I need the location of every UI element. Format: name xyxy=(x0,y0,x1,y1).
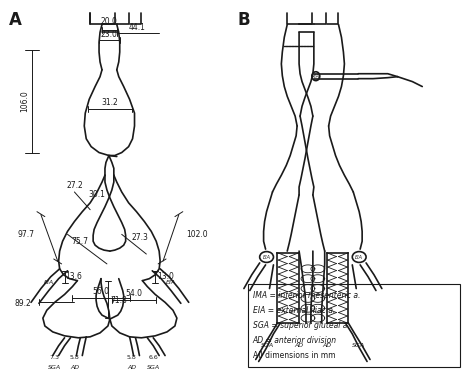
Text: 7.3: 7.3 xyxy=(50,355,60,360)
Text: AD: AD xyxy=(294,343,304,348)
Text: AD: AD xyxy=(127,365,136,370)
Text: 30.1: 30.1 xyxy=(89,190,106,200)
Text: AD = anterior division: AD = anterior division xyxy=(253,336,337,345)
Text: 44.1: 44.1 xyxy=(129,23,146,32)
Text: All dimensions in mm: All dimensions in mm xyxy=(253,351,335,359)
Text: 54.0: 54.0 xyxy=(125,290,142,298)
Text: B: B xyxy=(238,11,251,28)
Text: EIA: EIA xyxy=(166,280,176,285)
Text: AD: AD xyxy=(322,343,331,348)
Text: SGA = superior gluteal a.: SGA = superior gluteal a. xyxy=(253,321,349,330)
Text: 106.0: 106.0 xyxy=(21,90,30,112)
Text: EIA: EIA xyxy=(355,255,363,260)
Text: AD: AD xyxy=(70,365,79,370)
Text: EIA = external iliac a.: EIA = external iliac a. xyxy=(253,306,335,315)
Text: IMA = inferior mesenteric a.: IMA = inferior mesenteric a. xyxy=(253,291,360,301)
Text: 31.2: 31.2 xyxy=(101,98,118,107)
Text: EIA: EIA xyxy=(263,255,271,260)
Text: 6.6: 6.6 xyxy=(148,355,158,360)
Text: 75.7: 75.7 xyxy=(72,237,89,246)
Text: 27.2: 27.2 xyxy=(66,181,83,190)
Text: EIA: EIA xyxy=(44,280,54,285)
Text: 27.3: 27.3 xyxy=(131,233,148,242)
Text: 71.8: 71.8 xyxy=(110,296,127,305)
Text: 5.8: 5.8 xyxy=(127,355,137,360)
Text: 56.0: 56.0 xyxy=(92,287,109,296)
Text: A: A xyxy=(9,11,22,28)
Text: 5.8: 5.8 xyxy=(70,355,79,360)
Text: SGA: SGA xyxy=(352,343,365,348)
Text: 89.2: 89.2 xyxy=(14,299,31,308)
Text: 23.0: 23.0 xyxy=(101,30,118,39)
Text: 20.0: 20.0 xyxy=(101,17,118,27)
Text: IMA: IMA xyxy=(311,74,320,79)
Text: 97.7: 97.7 xyxy=(18,230,35,239)
Text: SGA: SGA xyxy=(48,365,61,370)
FancyBboxPatch shape xyxy=(248,283,460,367)
Text: SGA: SGA xyxy=(146,365,160,370)
Text: SGA: SGA xyxy=(261,343,274,348)
Text: 13.0: 13.0 xyxy=(157,272,174,281)
Text: 13.6: 13.6 xyxy=(65,272,82,281)
Text: 102.0: 102.0 xyxy=(186,230,208,239)
